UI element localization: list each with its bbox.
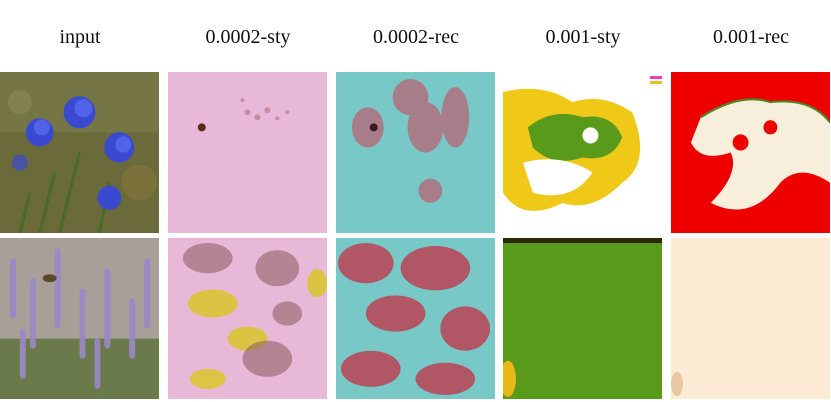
image-cornflower-0.0002-rec <box>336 72 495 233</box>
image-lavender-0.001-sty <box>503 238 662 399</box>
column-header-0.0002-sty: 0.0002-sty <box>205 26 291 48</box>
column-header-0.001-sty: 0.001-sty <box>545 26 621 48</box>
image-cornflower-input <box>0 72 159 233</box>
image-cornflower-0.001-sty <box>503 72 662 233</box>
column-header-input: input <box>59 26 101 48</box>
image-lavender-0.0002-sty <box>168 238 327 399</box>
image-lavender-0.001-rec <box>671 238 830 399</box>
column-header-0.0002-rec: 0.0002-rec <box>372 26 460 48</box>
image-cornflower-0.0002-sty <box>168 72 327 233</box>
image-cornflower-0.001-rec <box>671 72 830 233</box>
column-header-0.001-rec: 0.001-rec <box>712 26 790 48</box>
image-lavender-0.0002-rec <box>336 238 495 399</box>
image-lavender-input <box>0 238 159 399</box>
